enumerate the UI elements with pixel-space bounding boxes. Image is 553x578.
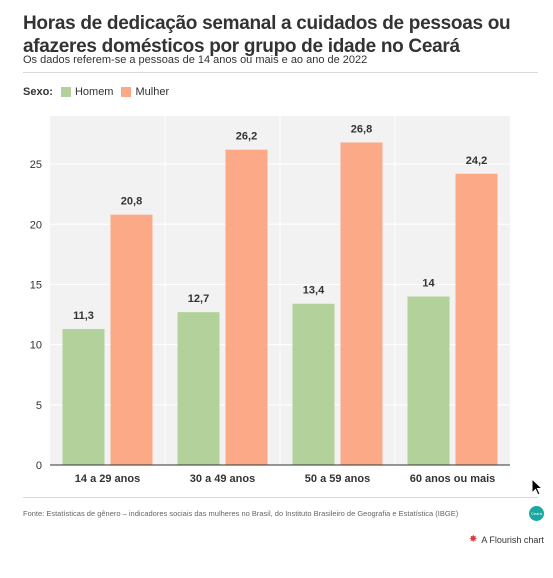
bar-mulher bbox=[455, 173, 498, 466]
header-divider bbox=[23, 72, 538, 73]
legend-swatch-mulher bbox=[121, 87, 132, 97]
data-label: 24,2 bbox=[466, 155, 487, 167]
x-category-label: 14 a 29 anos bbox=[75, 473, 140, 485]
data-label: 12,7 bbox=[188, 293, 209, 305]
bar-homem bbox=[177, 312, 220, 465]
bar-chart: 0 5 10 15 20 25 11,3 20,8 14 a 29 anos 12,7 26,2 30… bbox=[30, 116, 510, 485]
legend-swatch-homem bbox=[60, 87, 71, 97]
y-tick-label: 5 bbox=[36, 400, 42, 412]
data-label: 11,3 bbox=[73, 310, 94, 322]
ceara-logo: Ceará bbox=[529, 506, 544, 521]
legend-label-homem: Homem bbox=[74, 86, 114, 98]
x-category-label: 50 a 59 anos bbox=[305, 473, 370, 485]
bar-homem bbox=[407, 296, 450, 465]
data-label: 26,2 bbox=[236, 131, 257, 143]
bar-mulher bbox=[110, 214, 153, 465]
bar-homem bbox=[62, 329, 105, 465]
source-note: Fonte: Estatísticas de gênero – indicado… bbox=[23, 509, 459, 518]
flourish-credit[interactable]: ✸ A Flourish chart bbox=[469, 534, 544, 545]
data-label: 26,8 bbox=[351, 123, 372, 135]
chart-title: Horas de dedicação semanal a cuidados de… bbox=[23, 13, 511, 57]
bar-mulher bbox=[340, 142, 383, 465]
legend-title: Sexo: bbox=[23, 86, 53, 98]
data-label: 13,4 bbox=[303, 285, 325, 297]
flourish-credit-label: A Flourish chart bbox=[481, 534, 544, 545]
x-category-label: 60 anos ou mais bbox=[410, 473, 496, 485]
data-label: 14 bbox=[422, 278, 435, 290]
y-tick-label: 0 bbox=[36, 460, 42, 472]
y-tick-label: 15 bbox=[30, 279, 42, 291]
x-category-label: 30 a 49 anos bbox=[190, 473, 255, 485]
legend-item-mulher[interactable]: Mulher bbox=[121, 86, 169, 98]
y-tick-label: 20 bbox=[30, 219, 42, 231]
y-tick-label: 25 bbox=[30, 159, 42, 171]
footer-divider bbox=[23, 497, 538, 498]
bar-mulher bbox=[225, 149, 268, 466]
bar-homem bbox=[292, 303, 335, 465]
y-tick-label: 10 bbox=[30, 340, 42, 352]
legend: Sexo: Homem Mulher bbox=[23, 86, 177, 98]
mouse-pointer-icon bbox=[531, 478, 543, 496]
data-label: 20,8 bbox=[121, 196, 142, 208]
legend-item-homem[interactable]: Homem bbox=[60, 86, 114, 98]
legend-label-mulher: Mulher bbox=[135, 86, 170, 98]
chart-subtitle: Os dados referem-se a pessoas de 14 anos… bbox=[23, 54, 368, 66]
flourish-star-icon: ✸ bbox=[469, 534, 478, 545]
